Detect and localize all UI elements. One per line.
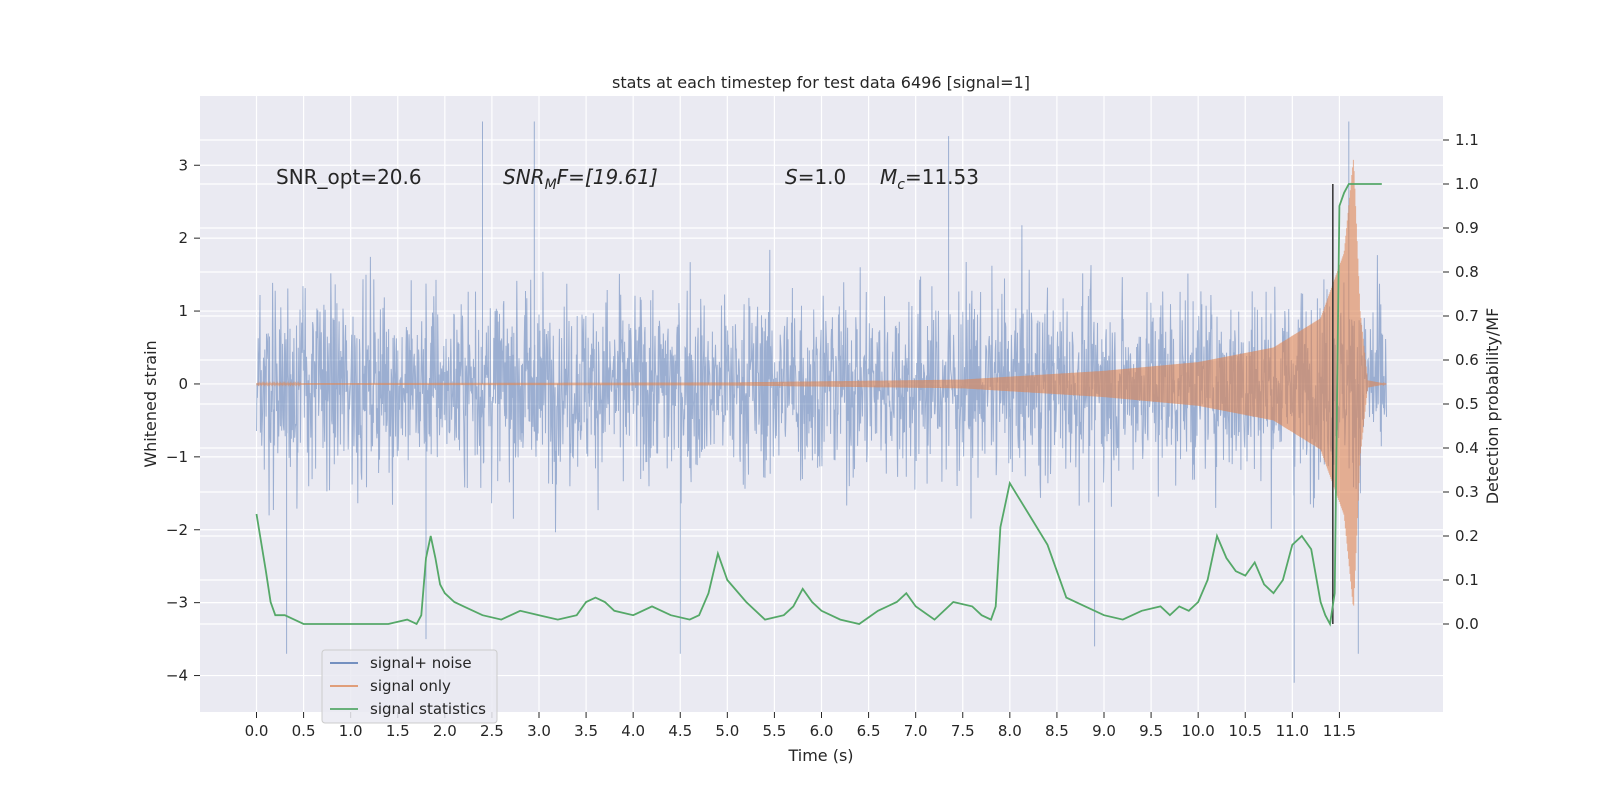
annotation-snr-mf-sub: M (545, 177, 557, 193)
y2-axis-label: Detection probability/MF (1483, 308, 1502, 505)
x-tick-label-10: 5.0 (715, 722, 739, 740)
y-tick-label-2: −2 (166, 521, 188, 539)
x-tick-label-6: 3.0 (527, 722, 551, 740)
y2-tick-label-10: 1.0 (1455, 175, 1479, 193)
legend-label-signal-only: signal only (370, 677, 451, 695)
x-tick-label-0: 0.0 (245, 722, 269, 740)
x-tick-label-14: 7.0 (904, 722, 928, 740)
y-axis-label: Whitened strain (141, 340, 160, 467)
y-tick-label-6: 2 (178, 229, 188, 247)
x-tick-label-22: 11.0 (1276, 722, 1309, 740)
y-tick-label-5: 1 (178, 302, 188, 320)
chart-title: stats at each timestep for test data 649… (612, 73, 1030, 92)
y-tick-label-1: −3 (166, 594, 188, 612)
x-tick-label-16: 8.0 (998, 722, 1022, 740)
annotation-mc: Mc=11.53 (880, 165, 979, 193)
y2-axis-ticks: 0.0 0.1 0.2 0.3 0.4 0.5 0.6 0.7 0.8 0.9 1.0 1.1 (1443, 131, 1479, 633)
y-tick-label-0: −4 (166, 667, 188, 685)
annotations: SNR_opt=20.6 SNRMF=[19.61] S=1.0 Mc=11.5… (276, 165, 979, 193)
annotation-s-rest: =1.0 (798, 165, 847, 189)
annotation-snr-opt: SNR_opt=20.6 (276, 165, 422, 189)
series-signal-only (256, 159, 1387, 606)
x-tick-label-9: 4.5 (668, 722, 692, 740)
y2-tick-label-3: 0.3 (1455, 483, 1479, 501)
annotation-s: S=1.0 (785, 165, 846, 189)
annotation-snr-mf-rest: F=[19.61] (557, 165, 658, 189)
series-signal-statistics (255, 183, 1382, 627)
y-axis-ticks: −4 −3 −2 −1 0 1 2 3 (166, 156, 200, 685)
y2-tick-label-1: 0.1 (1455, 571, 1479, 589)
plot-series (255, 121, 1387, 683)
annotation-mc-main: M (880, 165, 897, 189)
y2-tick-label-8: 0.8 (1455, 263, 1479, 281)
annotation-mc-sub: c (897, 177, 905, 193)
y2-tick-label-7: 0.7 (1455, 307, 1479, 325)
legend-label-signal-noise: signal+ noise (370, 654, 472, 672)
y-tick-label-7: 3 (178, 156, 188, 174)
y2-tick-label-5: 0.5 (1455, 395, 1479, 413)
legend-label-signal-statistics: signal statistics (370, 700, 486, 718)
annotation-snr-mf: SNRMF=[19.61] (503, 165, 658, 193)
y2-tick-label-2: 0.2 (1455, 527, 1479, 545)
x-tick-label-4: 2.0 (433, 722, 457, 740)
y2-tick-label-9: 0.9 (1455, 219, 1479, 237)
x-tick-label-8: 4.0 (621, 722, 645, 740)
x-tick-label-19: 9.5 (1139, 722, 1163, 740)
x-tick-label-21: 10.5 (1229, 722, 1262, 740)
x-tick-label-20: 10.0 (1181, 722, 1214, 740)
x-tick-label-2: 1.0 (339, 722, 363, 740)
x-axis-label: Time (s) (787, 746, 853, 765)
x-tick-label-23: 11.5 (1323, 722, 1356, 740)
x-axis-ticks: 0.0 0.5 1.0 1.5 2.0 2.5 3.0 3.5 4.0 4.5 5.0 5.5 6.0 6… (245, 712, 1356, 740)
x-tick-label-7: 3.5 (574, 722, 598, 740)
y-tick-label-3: −1 (166, 448, 188, 466)
x-tick-label-5: 2.5 (480, 722, 504, 740)
y2-tick-label-4: 0.4 (1455, 439, 1479, 457)
y2-tick-label-0: 0.0 (1455, 615, 1479, 633)
x-tick-label-18: 9.0 (1092, 722, 1116, 740)
legend: signal+ noise signal only signal statist… (321, 649, 498, 724)
x-tick-label-15: 7.5 (951, 722, 975, 740)
x-tick-label-11: 5.5 (762, 722, 786, 740)
x-tick-label-17: 8.5 (1045, 722, 1069, 740)
legend-box (321, 649, 498, 724)
series-signal-plus-noise (256, 121, 1387, 683)
annotation-s-main: S (785, 165, 798, 189)
y-tick-label-4: 0 (178, 375, 188, 393)
annotation-mc-rest: =11.53 (905, 165, 979, 189)
x-tick-label-3: 1.5 (386, 722, 410, 740)
y2-tick-label-6: 0.6 (1455, 351, 1479, 369)
x-tick-label-12: 6.0 (810, 722, 834, 740)
x-tick-label-13: 6.5 (857, 722, 881, 740)
annotation-snr-mf-main: SNR (503, 165, 545, 189)
y2-tick-label-11: 1.1 (1455, 131, 1479, 149)
x-tick-label-1: 0.5 (292, 722, 316, 740)
